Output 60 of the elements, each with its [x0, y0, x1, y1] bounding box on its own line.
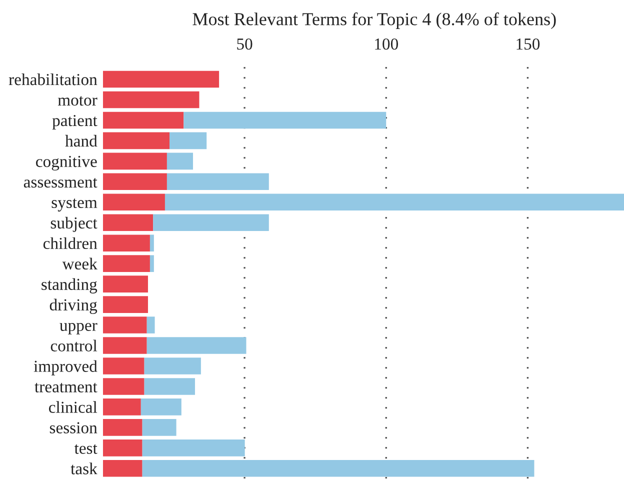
- y-tick-label: cognitive: [36, 156, 97, 171]
- bar: [102, 214, 154, 232]
- bar: [166, 173, 269, 190]
- bar: [144, 358, 201, 374]
- bar: [102, 296, 148, 313]
- y-tick-label: standing: [42, 278, 98, 294]
- bar: [142, 440, 245, 456]
- bar: [102, 70, 220, 88]
- y-tick-label: patient: [52, 114, 98, 130]
- y-tick-label: task: [70, 462, 98, 474]
- bar: [142, 460, 534, 477]
- bar: [140, 398, 182, 416]
- y-tick-label: treatment: [34, 382, 98, 392]
- y-tick-label: week: [62, 258, 98, 270]
- bar: [102, 398, 141, 416]
- bar: [102, 152, 167, 170]
- y-tick-label: subject: [50, 216, 98, 232]
- y-tick-label: motor: [58, 96, 98, 106]
- bar: [184, 112, 386, 129]
- bar: [153, 214, 269, 232]
- bar: [102, 460, 142, 477]
- bar: [166, 152, 194, 170]
- y-tick-label: improved: [34, 360, 98, 376]
- bar: [142, 419, 176, 436]
- bar: [102, 91, 200, 108]
- bar: [102, 255, 150, 272]
- y-tick-label: system: [52, 198, 98, 212]
- bar: [102, 276, 148, 292]
- bar: [102, 358, 144, 374]
- bar: [144, 378, 195, 395]
- bar: [146, 337, 246, 354]
- y-tick-label: rehabilitation: [8, 73, 98, 86]
- bar: [102, 440, 142, 456]
- x-tick-label: 150: [516, 38, 540, 50]
- y-tick-label: assessment: [24, 178, 98, 188]
- bar: [102, 234, 150, 252]
- bar: [102, 419, 142, 436]
- bar: [102, 378, 144, 395]
- bar: [102, 112, 184, 129]
- x-tick-label: 50: [237, 38, 252, 50]
- y-tick-label: control: [50, 340, 98, 352]
- chart-title: Most Relevant Terms for Topic 4 (8.4% of tokens): [192, 12, 556, 29]
- bar: [102, 194, 165, 211]
- y-tick-label: hand: [65, 134, 98, 147]
- bar: [150, 234, 154, 252]
- bar: [150, 255, 154, 272]
- y-tick-label: test: [74, 444, 98, 454]
- bar: [164, 194, 624, 211]
- y-tick-label: session: [50, 422, 98, 434]
- y-tick-label: upper: [60, 322, 98, 334]
- x-tick-label: 100: [375, 38, 398, 50]
- bar: [102, 337, 147, 354]
- y-tick-label: clinical: [48, 401, 98, 413]
- bar: [170, 132, 207, 150]
- bar: [146, 316, 155, 334]
- bar: [102, 316, 147, 334]
- bar: [102, 173, 167, 190]
- bar: [102, 132, 170, 150]
- y-tick-label: children: [43, 237, 98, 250]
- y-tick-label: driving: [50, 298, 98, 314]
